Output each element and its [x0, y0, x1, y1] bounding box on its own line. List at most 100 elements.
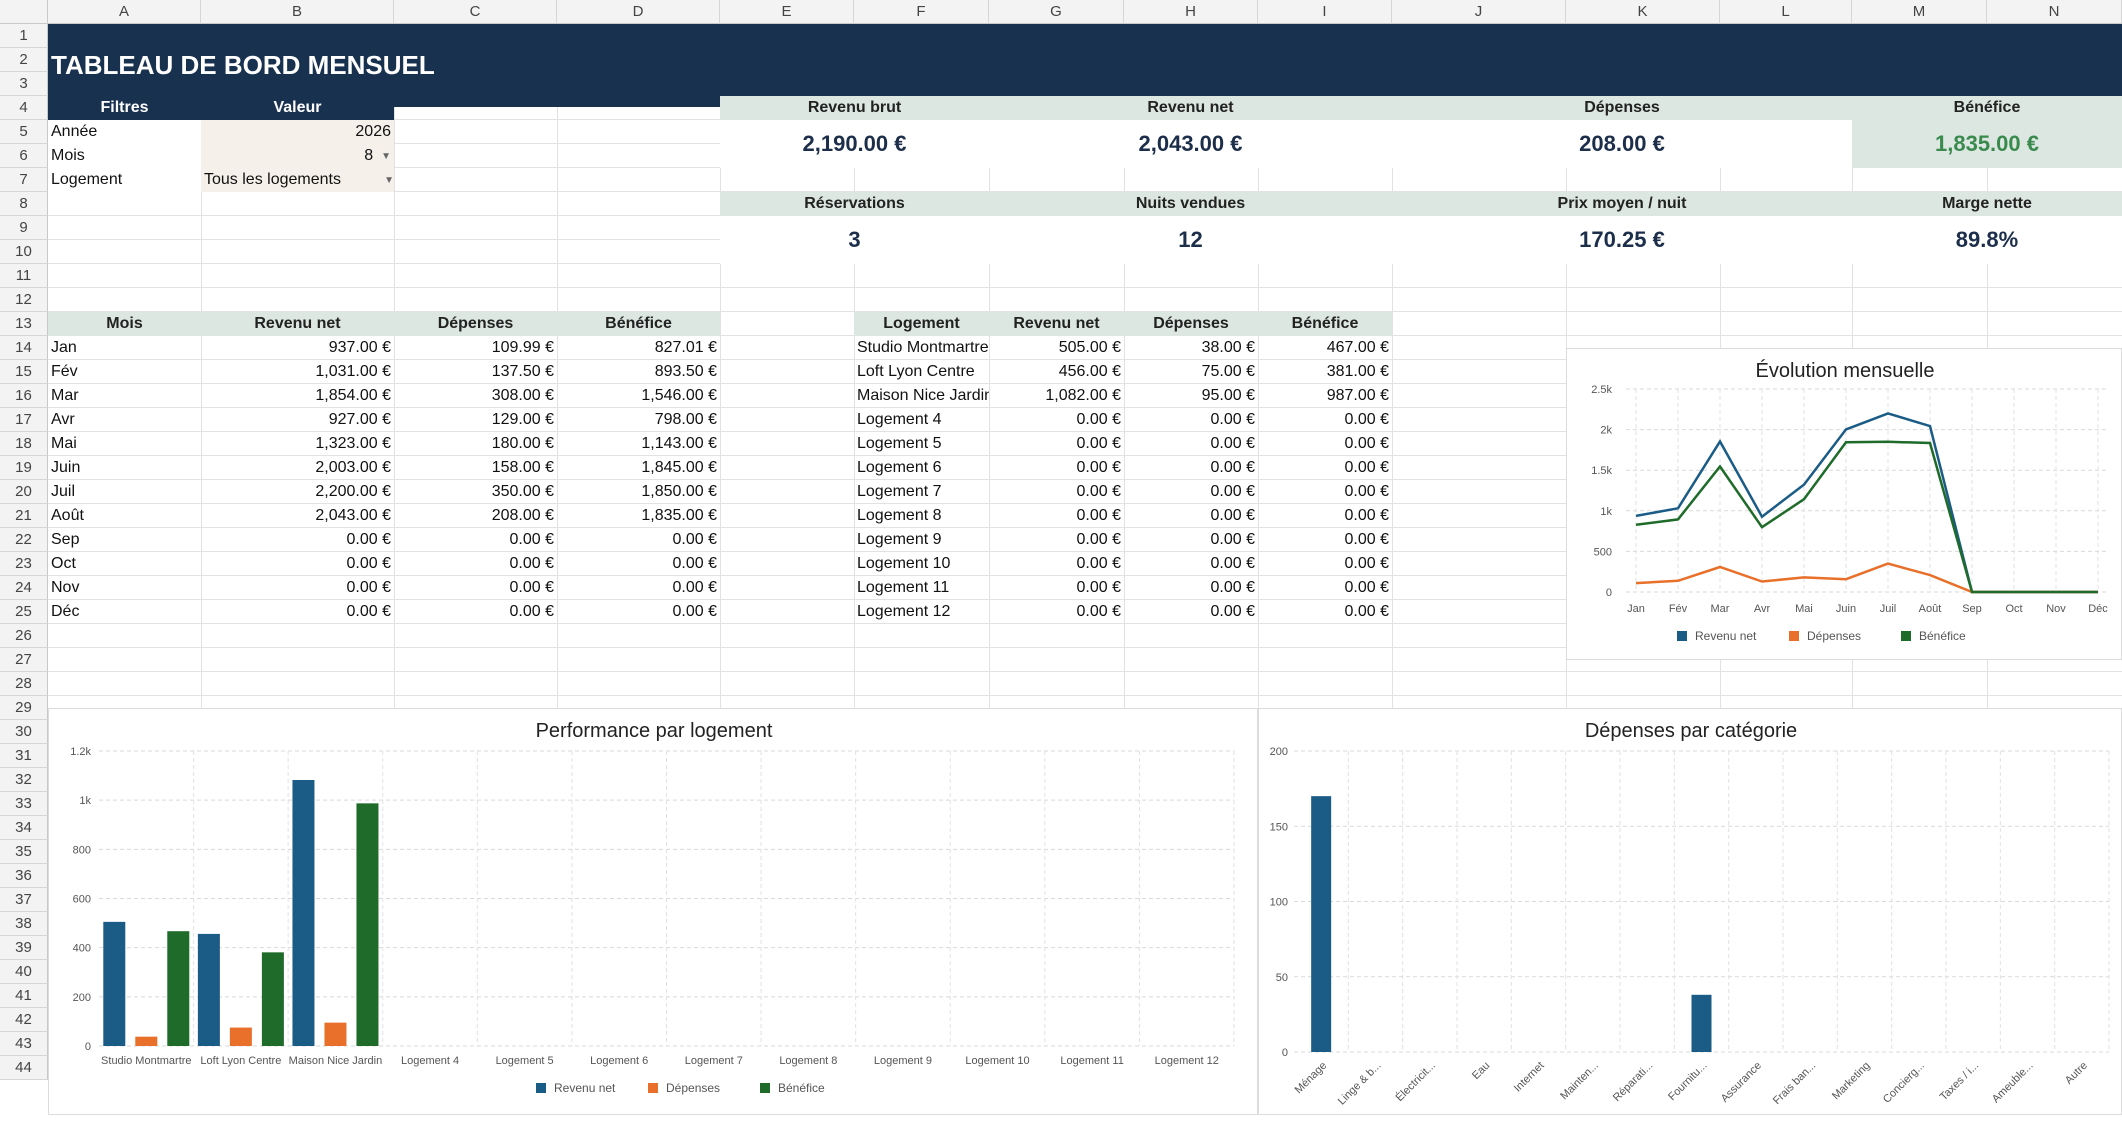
gridline-horizontal [48, 431, 2122, 432]
row-header-9[interactable]: 9 [0, 216, 48, 240]
row-header-6[interactable]: 6 [0, 144, 48, 168]
row-header-24[interactable]: 24 [0, 576, 48, 600]
row-header-30[interactable]: 30 [0, 720, 48, 744]
column-header-d[interactable]: D [557, 0, 720, 24]
row-header-32[interactable]: 32 [0, 768, 48, 792]
row-header-16[interactable]: 16 [0, 384, 48, 408]
row-header-8[interactable]: 8 [0, 192, 48, 216]
dropdown-arrow-icon[interactable]: ▼ [384, 174, 394, 186]
row-header-19[interactable]: 19 [0, 456, 48, 480]
x-tick-label: Logement 6 [590, 1055, 648, 1067]
row-header-21[interactable]: 21 [0, 504, 48, 528]
column-header-n[interactable]: N [1987, 0, 2122, 24]
row-header-44[interactable]: 44 [0, 1056, 48, 1080]
row-header-10[interactable]: 10 [0, 240, 48, 264]
row-header-37[interactable]: 37 [0, 888, 48, 912]
select-all-corner[interactable] [0, 0, 48, 24]
monthly-row-cell: 0.00 € [509, 579, 554, 596]
table-header: Logement [854, 312, 989, 336]
property-performance-chart[interactable]: Performance par logement 0 200 400 600 800 1k 1… [48, 708, 1258, 1115]
property-row-cell: 0.00 € [1210, 531, 1255, 548]
row-header-14[interactable]: 14 [0, 336, 48, 360]
row-header-11[interactable]: 11 [0, 264, 48, 288]
row-header-20[interactable]: 20 [0, 480, 48, 504]
property-filter[interactable]: Tous les logements ▼ [201, 168, 394, 192]
property-row-cell: Logement 5 [857, 435, 942, 452]
row-header-42[interactable]: 42 [0, 1008, 48, 1032]
row-header-27[interactable]: 27 [0, 648, 48, 672]
x-tick-label: Avr [1754, 603, 1771, 615]
row-header-3[interactable]: 3 [0, 72, 48, 96]
kpi-value-prix-moyen-nuit: 170.25 € [1392, 216, 1852, 264]
row-header-4[interactable]: 4 [0, 96, 48, 120]
property-row-cell: 0.00 € [1076, 459, 1121, 476]
y-tick-label: 50 [1276, 972, 1288, 984]
row-header-1[interactable]: 1 [0, 24, 48, 48]
filter-label: Année [48, 120, 201, 144]
row-header-35[interactable]: 35 [0, 840, 48, 864]
row-header-31[interactable]: 31 [0, 744, 48, 768]
column-header-k[interactable]: K [1566, 0, 1720, 24]
x-tick-label: Jan [1627, 603, 1645, 615]
column-header-l[interactable]: L [1720, 0, 1852, 24]
row-header-39[interactable]: 39 [0, 936, 48, 960]
monthly-evolution-chart[interactable]: Évolution mensuelle 0 500 1k 1.5k 2k 2.5k Jan Fé… [1566, 348, 2122, 660]
column-header-g[interactable]: G [989, 0, 1124, 24]
row-header-22[interactable]: 22 [0, 528, 48, 552]
column-header-f[interactable]: F [854, 0, 989, 24]
bar-revenu-net [197, 933, 220, 1046]
column-header-h[interactable]: H [1124, 0, 1258, 24]
property-row-cell: 0.00 € [1210, 507, 1255, 524]
row-header-18[interactable]: 18 [0, 432, 48, 456]
column-header-j[interactable]: J [1392, 0, 1566, 24]
row-header-33[interactable]: 33 [0, 792, 48, 816]
row-header-15[interactable]: 15 [0, 360, 48, 384]
column-header-i[interactable]: I [1258, 0, 1392, 24]
row-header-40[interactable]: 40 [0, 960, 48, 984]
kpi-label-revenu-brut: Revenu brut [720, 96, 989, 120]
row-header-23[interactable]: 23 [0, 552, 48, 576]
property-row-cell: Logement 11 [857, 579, 950, 596]
monthly-row-cell: 0.00 € [672, 555, 717, 572]
kpi-label-b-n-fice: Bénéfice [1852, 96, 2122, 120]
column-header-e[interactable]: E [720, 0, 854, 24]
column-header-a[interactable]: A [48, 0, 201, 24]
column-header-b[interactable]: B [201, 0, 394, 24]
row-header-28[interactable]: 28 [0, 672, 48, 696]
row-header-12[interactable]: 12 [0, 288, 48, 312]
expenses-by-category-chart[interactable]: Dépenses par catégorie 0 50 100 150 200 Ménage… [1258, 708, 2122, 1115]
year-filter[interactable]: 2026 [201, 120, 394, 144]
y-tick-label: 200 [1270, 746, 1288, 758]
monthly-row-cell: 308.00 € [491, 387, 554, 404]
monthly-row-cell: 1,835.00 € [641, 507, 717, 524]
row-header-41[interactable]: 41 [0, 984, 48, 1008]
monthly-row-cell: 827.01 € [654, 339, 717, 356]
y-tick-label: 150 [1270, 821, 1288, 833]
row-header-13[interactable]: 13 [0, 312, 48, 336]
x-tick-label: Ménage [1293, 1060, 1330, 1097]
property-row-cell: 0.00 € [1344, 483, 1389, 500]
row-header-5[interactable]: 5 [0, 120, 48, 144]
column-header-c[interactable]: C [394, 0, 557, 24]
row-header-2[interactable]: 2 [0, 48, 48, 72]
row-header-29[interactable]: 29 [0, 696, 48, 720]
column-header-m[interactable]: M [1852, 0, 1987, 24]
monthly-row-cell: Nov [51, 579, 80, 596]
row-header-25[interactable]: 25 [0, 600, 48, 624]
row-header-36[interactable]: 36 [0, 864, 48, 888]
monthly-row-cell: 2,200.00 € [315, 483, 391, 500]
row-header-17[interactable]: 17 [0, 408, 48, 432]
row-header-34[interactable]: 34 [0, 816, 48, 840]
dashboard-title-text: TABLEAU DE BORD MENSUEL [51, 50, 435, 80]
legend-label: Dépenses [666, 1081, 720, 1095]
bar-revenu-net [103, 921, 126, 1046]
gridline-horizontal [48, 383, 2122, 384]
month-filter[interactable]: 8 ▼ [201, 144, 394, 168]
property-row-cell: 75.00 € [1201, 363, 1255, 380]
row-header-38[interactable]: 38 [0, 912, 48, 936]
row-header-43[interactable]: 43 [0, 1032, 48, 1056]
row-header-7[interactable]: 7 [0, 168, 48, 192]
dropdown-arrow-icon[interactable]: ▼ [381, 150, 391, 162]
x-tick-label: Logement 12 [1155, 1055, 1219, 1067]
row-header-26[interactable]: 26 [0, 624, 48, 648]
